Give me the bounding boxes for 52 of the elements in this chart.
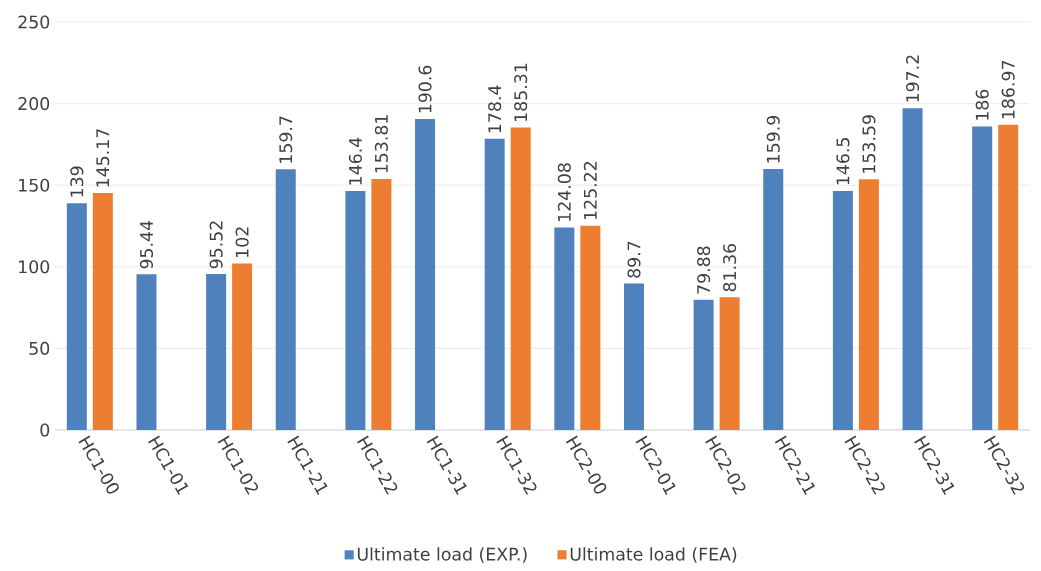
- data-label: 185.31: [514, 63, 528, 121]
- data-label: 95.52: [209, 221, 223, 269]
- bar: [92, 193, 113, 430]
- data-label: 81.36: [723, 243, 737, 292]
- data-label: 153.59: [862, 115, 876, 173]
- bar: [415, 118, 436, 430]
- bar: [858, 179, 879, 430]
- data-label: 159.9: [766, 115, 780, 163]
- bar: [136, 274, 157, 430]
- data-label: 190.6: [418, 65, 432, 113]
- y-tick-label: 100: [19, 260, 50, 274]
- bar: [66, 203, 87, 430]
- data-label: 89.7: [627, 241, 641, 278]
- data-label: 186.97: [1001, 60, 1015, 119]
- data-label: 186: [975, 89, 989, 120]
- y-tick-label: 150: [19, 178, 50, 192]
- bar: [232, 263, 253, 430]
- data-label: 146.4: [348, 137, 362, 185]
- bar: [972, 126, 993, 430]
- bar: [206, 274, 227, 430]
- data-label: 102: [235, 227, 249, 257]
- bar: [510, 127, 531, 430]
- bar: [763, 169, 784, 430]
- y-tick-label: 50: [29, 341, 50, 355]
- bar: [345, 191, 366, 430]
- bar: [554, 227, 575, 430]
- data-label: 159.7: [279, 116, 293, 163]
- bar: [275, 169, 296, 430]
- data-label: 95.44: [139, 220, 154, 269]
- data-label: 153.81: [374, 115, 388, 173]
- legend-label: Ultimate load (EXP.): [357, 547, 527, 563]
- bar: [484, 138, 505, 430]
- data-label: 125.22: [583, 162, 597, 220]
- legend-label: Ultimate load (FEA): [570, 547, 737, 563]
- bar: [832, 190, 853, 430]
- bar: [371, 178, 392, 430]
- bar: [580, 225, 601, 430]
- data-label: 124.08: [557, 163, 571, 221]
- y-tick-label: 250: [18, 15, 50, 29]
- data-label: 197.2: [906, 55, 920, 102]
- bar: [902, 108, 923, 430]
- data-label: 178.4: [488, 85, 502, 133]
- bar: [693, 299, 714, 430]
- y-tick-label: 0: [40, 423, 50, 437]
- bar: [719, 297, 740, 430]
- y-tick-label: 200: [18, 97, 50, 111]
- bar: [623, 283, 644, 430]
- data-label: 139: [70, 166, 84, 197]
- data-label: 145.17: [96, 129, 110, 187]
- data-label: 79.88: [697, 246, 711, 294]
- data-label: 146.5: [836, 138, 850, 185]
- bar: [998, 124, 1019, 430]
